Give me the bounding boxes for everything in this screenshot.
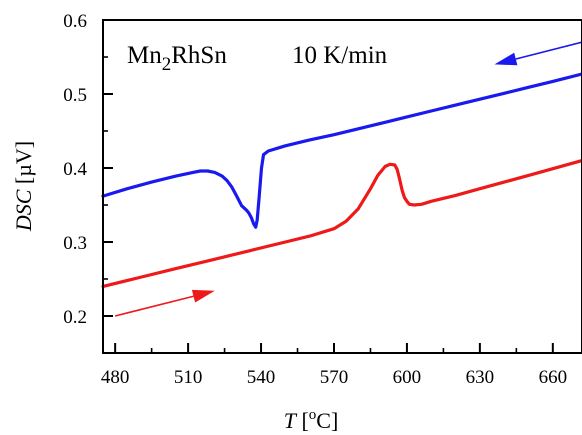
x-tick-label: 660: [539, 367, 568, 388]
x-tick-label: 570: [320, 367, 349, 388]
x-tick-label: 510: [174, 367, 203, 388]
y-axis-symbol: DSC: [11, 189, 36, 232]
x-tick-label: 630: [466, 367, 495, 388]
y-tick-label: 0.3: [63, 233, 87, 254]
heating-curve: [101, 159, 582, 288]
heating-rate-label: 10 K/min: [292, 42, 388, 69]
x-axis-title: T [oC]: [284, 407, 339, 433]
plot-frame: [102, 19, 582, 354]
y-tick-label: 0.6: [63, 11, 87, 32]
x-tick-label: 600: [393, 367, 422, 388]
axis-ticks: [103, 19, 554, 353]
compound-name-rest: RhSn: [171, 42, 227, 69]
y-tick-label: 0.2: [63, 307, 87, 328]
compound-subscript: 2: [162, 54, 172, 75]
heating-direction-arrow: [114, 289, 215, 317]
x-axis-unit: C]: [316, 408, 338, 433]
direction-arrows: [114, 41, 582, 317]
x-tick-label: 540: [247, 367, 276, 388]
y-axis-title: DSC [µV]: [11, 141, 36, 232]
y-axis-unit: [µV]: [11, 141, 36, 190]
x-axis-degree: o: [309, 407, 317, 423]
x-axis-open: [: [296, 408, 309, 433]
y-tick-label: 0.4: [63, 159, 87, 180]
cooling-direction-arrow: [494, 41, 582, 66]
plot-area: [101, 19, 582, 354]
x-axis-symbol: T: [284, 408, 298, 433]
y-tick-label: 0.5: [63, 85, 87, 106]
x-tick-label: 480: [101, 367, 130, 388]
cooling-curve: [101, 72, 582, 229]
curves: [101, 72, 582, 288]
compound-name-part: Mn: [127, 42, 162, 69]
chart-title: Mn2RhSn: [127, 42, 227, 75]
